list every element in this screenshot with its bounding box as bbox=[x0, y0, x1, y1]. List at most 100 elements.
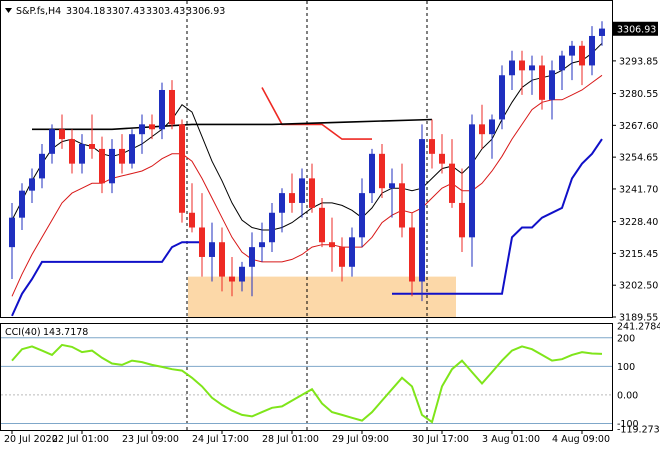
candle-body-6 bbox=[69, 139, 75, 164]
shaded-range-box bbox=[188, 276, 456, 317]
candle-body-42 bbox=[429, 139, 435, 154]
candle-body-3 bbox=[39, 153, 45, 179]
candle-body-52 bbox=[529, 65, 535, 71]
candles-layer bbox=[9, 21, 605, 302]
candle-body-50 bbox=[509, 60, 515, 76]
current-price-tag bbox=[613, 21, 658, 36]
candle-body-57 bbox=[579, 45, 585, 66]
candle-body-4 bbox=[49, 129, 55, 154]
candle-body-12 bbox=[129, 134, 135, 164]
time-tick-label-8: 4 Aug 09:00 bbox=[552, 434, 610, 445]
candle-body-39 bbox=[399, 183, 405, 228]
candle-body-34 bbox=[349, 237, 355, 267]
cci-label: CCI(40) bbox=[5, 327, 41, 338]
cci-tick-label-0: 241.2784 bbox=[617, 322, 660, 333]
price-tick-label-4: 3254.65 bbox=[619, 153, 658, 164]
candle-body-59 bbox=[599, 28, 605, 36]
price-tick-label-8: 3202.50 bbox=[619, 281, 658, 292]
candle-body-28 bbox=[289, 193, 295, 203]
candle-body-20 bbox=[209, 242, 215, 257]
candle-body-38 bbox=[389, 183, 395, 189]
candle-body-31 bbox=[319, 207, 325, 243]
price-tick-label-6: 3228.40 bbox=[619, 217, 658, 228]
candle-body-43 bbox=[439, 153, 445, 164]
candle-body-41 bbox=[419, 139, 425, 282]
candle-body-7 bbox=[79, 144, 85, 164]
candle-body-26 bbox=[269, 212, 275, 243]
time-tick-label-3: 24 Jul 17:00 bbox=[192, 434, 249, 445]
candle-body-2 bbox=[29, 178, 35, 191]
time-tick-label-4: 28 Jul 01:00 bbox=[262, 434, 319, 445]
candle-body-8 bbox=[89, 144, 95, 149]
candle-body-19 bbox=[199, 227, 205, 257]
candle-body-10 bbox=[109, 148, 115, 184]
candle-body-16 bbox=[169, 89, 175, 125]
blue-trail-left bbox=[11, 241, 202, 317]
open-value: 3304.18 bbox=[66, 6, 105, 17]
cci-tick-label-2: 100 bbox=[617, 362, 635, 373]
cci-tick-label-5: -119.2734 bbox=[617, 425, 660, 436]
candle-body-56 bbox=[569, 45, 575, 56]
price-axis: 3306.93 3293.85 3280.55 3267.60 3254.65 3241.… bbox=[612, 21, 658, 324]
price-tick-label-9: 3189.55 bbox=[619, 313, 658, 324]
shaded-range-layer bbox=[188, 276, 456, 317]
candle-body-55 bbox=[559, 55, 565, 71]
black-step-line bbox=[32, 118, 433, 131]
low-value: 3303.43 bbox=[146, 6, 185, 17]
close-value: 3306.93 bbox=[186, 6, 225, 17]
candle-body-30 bbox=[309, 178, 315, 208]
blue-trail-right bbox=[392, 138, 603, 295]
time-tick-label-5: 29 Jul 09:00 bbox=[332, 434, 389, 445]
candle-body-5 bbox=[59, 129, 65, 140]
candle-body-23 bbox=[239, 266, 245, 282]
candle-body-22 bbox=[229, 276, 235, 282]
candle-body-21 bbox=[219, 242, 225, 277]
symbol-label: S&P.fs,H4 bbox=[16, 6, 61, 17]
candle-body-9 bbox=[99, 148, 105, 184]
candle-body-0 bbox=[9, 217, 15, 248]
price-tick-label-2: 3280.55 bbox=[619, 89, 658, 100]
high-value: 3307.43 bbox=[106, 6, 145, 17]
candle-body-25 bbox=[259, 242, 265, 248]
price-tick-label-1: 3293.85 bbox=[619, 56, 658, 67]
candle-body-48 bbox=[489, 119, 495, 135]
candle-body-32 bbox=[329, 242, 335, 248]
cci-levels bbox=[1, 337, 612, 424]
candle-body-35 bbox=[359, 193, 365, 238]
cci-tick-label-1: 200 bbox=[617, 333, 635, 344]
price-tick-label-5: 3241.70 bbox=[619, 184, 658, 195]
candle-body-36 bbox=[369, 153, 375, 194]
cci-tick-label-4: -100 bbox=[617, 419, 639, 430]
candle-body-45 bbox=[459, 202, 465, 238]
candle-body-17 bbox=[179, 124, 185, 213]
candle-body-13 bbox=[139, 124, 145, 135]
candle-body-29 bbox=[299, 178, 305, 203]
cci-line-layer bbox=[11, 343, 603, 424]
time-tick-label-7: 3 Aug 01:00 bbox=[482, 434, 540, 445]
candle-body-51 bbox=[519, 60, 525, 71]
candle-body-47 bbox=[479, 124, 485, 135]
time-tick-label-1: 22 Jul 01:00 bbox=[52, 434, 109, 445]
candle-body-37 bbox=[379, 153, 385, 189]
current-price-label: 3306.93 bbox=[617, 24, 656, 35]
candle-body-14 bbox=[149, 124, 155, 130]
candle-body-49 bbox=[499, 75, 505, 120]
cci-value: 143.7178 bbox=[43, 327, 88, 338]
candle-body-24 bbox=[249, 247, 255, 267]
cci-panel[interactable] bbox=[0, 323, 613, 431]
price-tick-label-3: 3267.60 bbox=[619, 121, 658, 132]
candle-body-27 bbox=[279, 193, 285, 213]
candle-body-15 bbox=[159, 89, 165, 130]
candle-body-11 bbox=[119, 148, 125, 164]
candle-body-46 bbox=[469, 124, 475, 238]
candle-body-58 bbox=[589, 35, 595, 66]
candle-body-1 bbox=[19, 190, 25, 218]
candle-body-18 bbox=[189, 212, 195, 228]
dropdown-triangle-icon[interactable] bbox=[5, 8, 12, 13]
cci-tick-label-3: 0.00 bbox=[617, 390, 638, 401]
time-tick-label-6: 30 Jul 17:00 bbox=[412, 434, 469, 445]
